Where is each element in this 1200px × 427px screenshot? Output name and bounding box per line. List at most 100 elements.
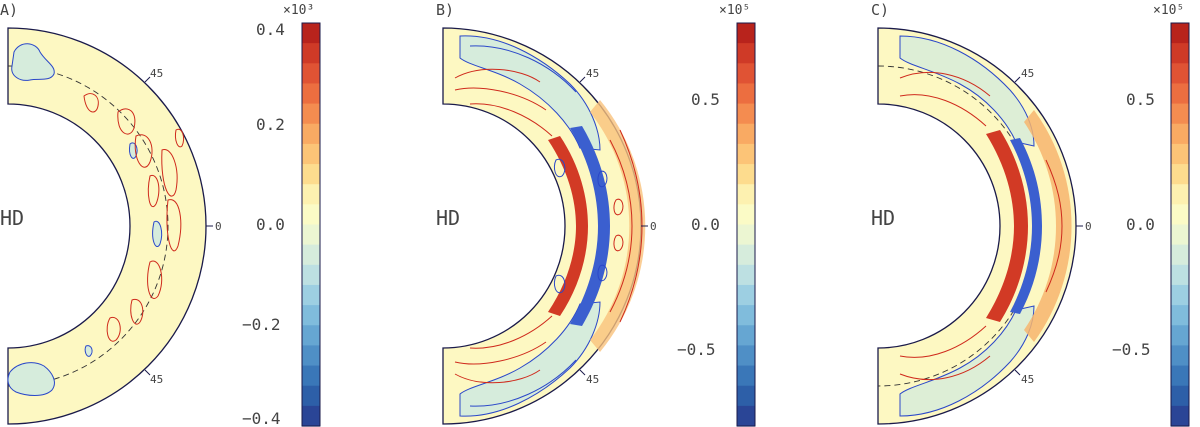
- panel-c-tick-top: 45: [1021, 67, 1034, 80]
- panel-a-blue-patch-bot: [7, 362, 55, 396]
- panel-b-label: B): [436, 1, 454, 19]
- panel-a-scale-label: ×10³: [283, 3, 314, 18]
- colorbar-stripe: [302, 123, 320, 145]
- colorbar-stripe: [302, 385, 320, 407]
- panel-b-tick-top: 45: [586, 67, 599, 80]
- colorbar-stripe: [302, 264, 320, 286]
- colorbar-stripe: [737, 345, 755, 367]
- panel-b-green-top: [459, 35, 601, 151]
- colorbar-stripe: [737, 23, 755, 44]
- colorbar-stripe: [1171, 83, 1189, 105]
- colorbar-stripe: [302, 103, 320, 125]
- colorbar-stripe: [737, 83, 755, 105]
- panel-b-tick-label-3: −0.5: [677, 340, 716, 359]
- panel-c-tick-mid: 0: [1085, 220, 1092, 233]
- colorbar-stripe: [302, 224, 320, 246]
- panel-a-tick-bot: 45: [150, 373, 163, 386]
- panel-b-blue-contours: [469, 45, 608, 407]
- panel-c-green-top: [899, 35, 1035, 147]
- panel-a: A) HD 45 0 45 ×10³ 0.4 0.2 0.0 −0.2 −0.4: [0, 1, 321, 427]
- panel-b-tick-bot: 45: [586, 373, 599, 386]
- colorbar-stripe: [737, 164, 755, 185]
- colorbar-stripe: [1171, 224, 1189, 246]
- colorbar-stripe: [737, 405, 755, 427]
- colorbar-stripe: [737, 305, 755, 326]
- colorbar-stripe: [1171, 305, 1189, 326]
- colorbar-stripe: [1171, 184, 1189, 205]
- colorbar-stripe: [1171, 244, 1189, 266]
- panel-a-tick-label-1: 0.4: [256, 20, 285, 39]
- colorbar-stripe: [1171, 43, 1189, 64]
- panel-a-tick-label-5: −0.4: [242, 409, 281, 427]
- panel-b-tick-mid: 0: [650, 220, 657, 233]
- panel-b-green-bot: [459, 301, 601, 417]
- panel-a-tick-label-2: 0.2: [256, 115, 285, 134]
- panel-c: C) HD 45 0 45 ×10⁵ 0.5 0.0 −0.5: [871, 1, 1190, 427]
- colorbar-stripe: [302, 83, 320, 105]
- panel-a-plot: A) HD 45 0 45: [0, 1, 222, 425]
- panel-a-tick-top: 45: [150, 67, 163, 80]
- panel-c-label: C): [871, 1, 889, 19]
- colorbar-stripe: [302, 43, 320, 64]
- colorbar-stripe: [1171, 23, 1189, 44]
- colorbar-stripe: [1171, 385, 1189, 407]
- colorbar-stripe: [737, 224, 755, 246]
- colorbar-stripe: [737, 284, 755, 306]
- panel-a-label: A): [0, 1, 18, 19]
- panel-c-orange-shell: [1024, 110, 1072, 342]
- panel-b-plot: B) HD 45 0 45: [436, 1, 657, 425]
- colorbar-stripe: [302, 405, 320, 427]
- colorbar-stripe: [737, 264, 755, 286]
- panel-b-tick-label-2: 0.0: [691, 215, 720, 234]
- panel-a-red-contours: [83, 93, 185, 342]
- colorbar-stripe: [1171, 284, 1189, 306]
- colorbar-stripe: [737, 385, 755, 407]
- colorbar-stripe: [302, 63, 320, 85]
- colorbar-stripe: [302, 143, 320, 165]
- panel-a-annulus: [7, 27, 207, 425]
- panel-c-tick-label-2: 0.0: [1126, 215, 1155, 234]
- colorbar-stripe: [1171, 405, 1189, 427]
- panel-b-colorbar-stripes: [737, 23, 755, 427]
- colorbar-stripe: [1171, 143, 1189, 165]
- colorbar-stripe: [302, 204, 320, 226]
- panel-b: B) HD 45 0 45 ×10⁵ 0.5 0.0 −0.5: [436, 1, 756, 427]
- panel-c-colorbar: ×10⁵ 0.5 0.0 −0.5: [1112, 3, 1190, 427]
- colorbar-stripe: [737, 43, 755, 64]
- colorbar-stripe: [1171, 164, 1189, 185]
- panel-a-colorbar: ×10³ 0.4 0.2 0.0 −0.2 −0.4: [242, 3, 321, 427]
- colorbar-stripe: [737, 63, 755, 85]
- colorbar-stripe: [1171, 345, 1189, 367]
- colorbar-stripe: [1171, 365, 1189, 387]
- colorbar-stripe: [1171, 63, 1189, 85]
- panel-c-tick-bot: 45: [1021, 373, 1034, 386]
- panel-a-blue-small-3: [84, 345, 93, 357]
- colorbar-stripe: [1171, 264, 1189, 286]
- colorbar-stripe: [737, 184, 755, 205]
- colorbar-stripe: [302, 284, 320, 306]
- panel-a-blue-small-2: [152, 220, 163, 247]
- colorbar-stripe: [1171, 103, 1189, 125]
- colorbar-stripe: [737, 204, 755, 226]
- colorbar-stripe: [1171, 123, 1189, 145]
- panel-a-tick-label-3: 0.0: [256, 215, 285, 234]
- colorbar-stripe: [737, 103, 755, 125]
- colorbar-stripe: [1171, 325, 1189, 346]
- panel-a-blue-patch-top: [11, 43, 55, 81]
- panel-a-midline: [7, 65, 169, 387]
- colorbar-stripe: [737, 244, 755, 266]
- panel-c-blue-band: [1010, 138, 1042, 314]
- colorbar-stripe: [737, 143, 755, 165]
- panel-c-plot: C) HD 45 0 45: [871, 1, 1092, 425]
- panel-b-red-band: [548, 136, 588, 316]
- panel-c-green-bot: [899, 305, 1035, 417]
- colorbar-stripe: [302, 23, 320, 44]
- colorbar-stripe: [302, 365, 320, 387]
- colorbar-stripe: [737, 325, 755, 346]
- panel-c-red-contours: [899, 72, 1063, 380]
- panel-a-tag: HD: [0, 206, 24, 230]
- colorbar-stripe: [302, 345, 320, 367]
- panel-c-scale-label: ×10⁵: [1153, 3, 1184, 18]
- panel-c-red-band: [986, 130, 1028, 322]
- panel-c-colorbar-stripes: [1171, 23, 1189, 427]
